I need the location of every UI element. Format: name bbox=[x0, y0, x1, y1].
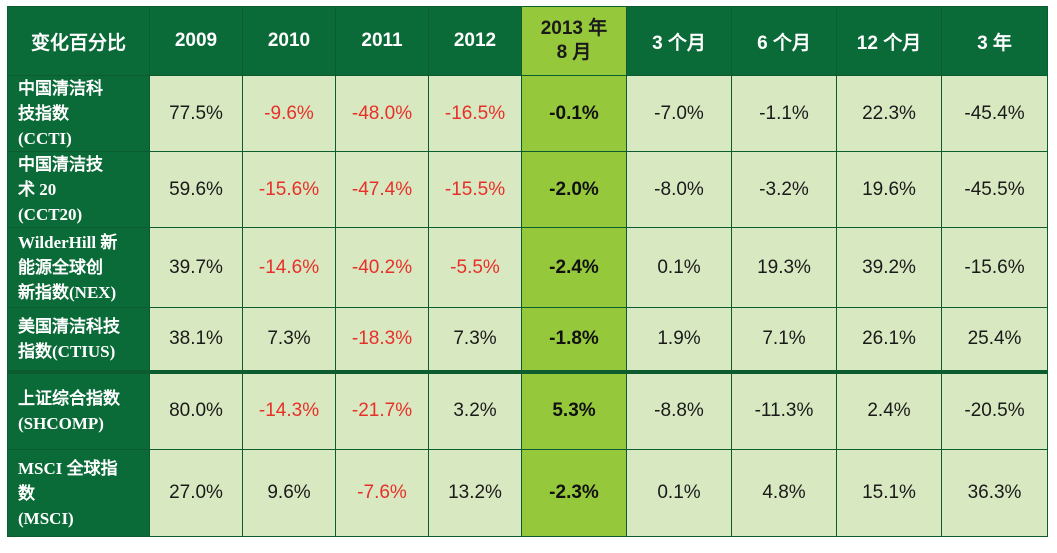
value-cell: -2.3% bbox=[521, 449, 627, 537]
value-cell: 38.1% bbox=[149, 307, 243, 372]
value-cell: 77.5% bbox=[149, 75, 243, 152]
table-row: MSCI 全球指 数 (MSCI) 27.0% 9.6% -7.6% 13.2% -2.3… bbox=[7, 449, 1048, 537]
value-cell: -45.5% bbox=[941, 151, 1048, 228]
header-cell-2013-aug: 2013 年 8 月 bbox=[521, 6, 627, 76]
value-cell: 25.4% bbox=[941, 307, 1048, 372]
value-cell: -40.2% bbox=[335, 227, 429, 308]
value-cell: 13.2% bbox=[428, 449, 522, 537]
value-cell: 59.6% bbox=[149, 151, 243, 228]
value-cell: -16.5% bbox=[428, 75, 522, 152]
value-cell: -20.5% bbox=[941, 369, 1048, 450]
value-cell: -48.0% bbox=[335, 75, 429, 152]
value-cell: -1.8% bbox=[521, 307, 627, 372]
header-cell-2009: 2009 bbox=[149, 6, 243, 76]
value-cell: 7.1% bbox=[731, 307, 837, 372]
header-cell-6-month: 6 个月 bbox=[731, 6, 837, 76]
value-cell: 39.2% bbox=[836, 227, 942, 308]
header-cell-metric: 变化百分比 bbox=[7, 6, 150, 76]
value-cell: 19.3% bbox=[731, 227, 837, 308]
value-cell: 3.2% bbox=[428, 369, 522, 450]
value-cell: 7.3% bbox=[242, 307, 336, 372]
value-cell: 36.3% bbox=[941, 449, 1048, 537]
value-cell: -18.3% bbox=[335, 307, 429, 372]
table-row: 美国清洁科技 指数(CTIUS) 38.1% 7.3% -18.3% 7.3% -1.8%… bbox=[7, 307, 1048, 372]
header-cell-2010: 2010 bbox=[242, 6, 336, 76]
table-row: 上证综合指数 (SHCOMP) 80.0% -14.3% -21.7% 3.2% 5.3%… bbox=[7, 369, 1048, 450]
value-cell: -15.5% bbox=[428, 151, 522, 228]
header-cell-2012: 2012 bbox=[428, 6, 522, 76]
value-cell: 80.0% bbox=[149, 369, 243, 450]
value-cell: 5.3% bbox=[521, 369, 627, 450]
header-cell-12-month: 12 个月 bbox=[836, 6, 942, 76]
performance-table-container: 变化百分比 2009 2010 2011 2012 2013 年 8 月 3 个… bbox=[7, 6, 1048, 537]
header-cell-2011: 2011 bbox=[335, 6, 429, 76]
value-cell: -3.2% bbox=[731, 151, 837, 228]
value-cell: 26.1% bbox=[836, 307, 942, 372]
row-label: 中国清洁技 术 20 (CCT20) bbox=[7, 151, 150, 228]
header-cell-3-year: 3 年 bbox=[941, 6, 1048, 76]
value-cell: -5.5% bbox=[428, 227, 522, 308]
value-cell: 9.6% bbox=[242, 449, 336, 537]
header-row: 变化百分比 2009 2010 2011 2012 2013 年 8 月 3 个… bbox=[7, 6, 1048, 76]
value-cell: 1.9% bbox=[626, 307, 732, 372]
table-row: WilderHill 新 能源全球创 新指数(NEX) 39.7% -14.6% -4… bbox=[7, 227, 1048, 308]
value-cell: -8.0% bbox=[626, 151, 732, 228]
row-label: WilderHill 新 能源全球创 新指数(NEX) bbox=[7, 227, 150, 308]
value-cell: -47.4% bbox=[335, 151, 429, 228]
value-cell: 15.1% bbox=[836, 449, 942, 537]
value-cell: -2.0% bbox=[521, 151, 627, 228]
table-row: 中国清洁科 技指数 (CCTI) 77.5% -9.6% -48.0% -16.5% -0… bbox=[7, 75, 1048, 152]
value-cell: -8.8% bbox=[626, 369, 732, 450]
table-body: 中国清洁科 技指数 (CCTI) 77.5% -9.6% -48.0% -16.5% -0… bbox=[7, 75, 1048, 537]
value-cell: -9.6% bbox=[242, 75, 336, 152]
value-cell: -14.3% bbox=[242, 369, 336, 450]
value-cell: 4.8% bbox=[731, 449, 837, 537]
value-cell: -15.6% bbox=[242, 151, 336, 228]
value-cell: 7.3% bbox=[428, 307, 522, 372]
row-label: 美国清洁科技 指数(CTIUS) bbox=[7, 307, 150, 372]
value-cell: -1.1% bbox=[731, 75, 837, 152]
value-cell: -0.1% bbox=[521, 75, 627, 152]
value-cell: -45.4% bbox=[941, 75, 1048, 152]
value-cell: 19.6% bbox=[836, 151, 942, 228]
row-label: 中国清洁科 技指数 (CCTI) bbox=[7, 75, 150, 152]
value-cell: -2.4% bbox=[521, 227, 627, 308]
performance-table: 变化百分比 2009 2010 2011 2012 2013 年 8 月 3 个… bbox=[7, 6, 1048, 537]
value-cell: -15.6% bbox=[941, 227, 1048, 308]
value-cell: 2.4% bbox=[836, 369, 942, 450]
header-cell-3-month: 3 个月 bbox=[626, 6, 732, 76]
value-cell: 0.1% bbox=[626, 449, 732, 537]
value-cell: -14.6% bbox=[242, 227, 336, 308]
table-row: 中国清洁技 术 20 (CCT20) 59.6% -15.6% -47.4% -15.5… bbox=[7, 151, 1048, 228]
value-cell: -11.3% bbox=[731, 369, 837, 450]
value-cell: -7.6% bbox=[335, 449, 429, 537]
row-label: 上证综合指数 (SHCOMP) bbox=[7, 369, 150, 450]
value-cell: 0.1% bbox=[626, 227, 732, 308]
value-cell: -7.0% bbox=[626, 75, 732, 152]
value-cell: 22.3% bbox=[836, 75, 942, 152]
value-cell: -21.7% bbox=[335, 369, 429, 450]
value-cell: 39.7% bbox=[149, 227, 243, 308]
row-label: MSCI 全球指 数 (MSCI) bbox=[7, 449, 150, 537]
value-cell: 27.0% bbox=[149, 449, 243, 537]
